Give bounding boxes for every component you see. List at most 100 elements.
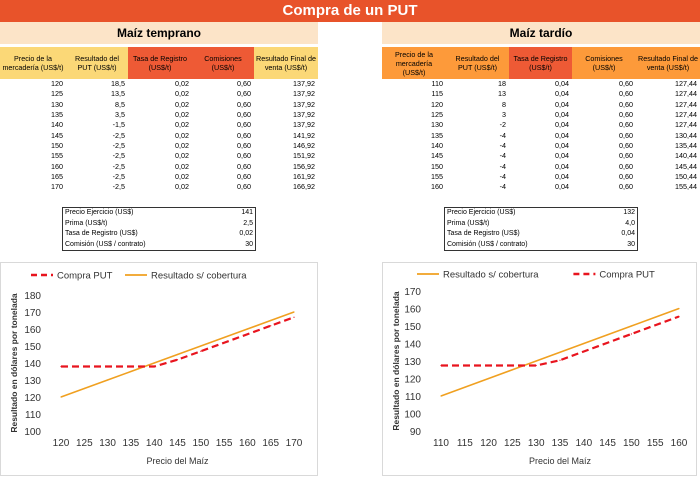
data-point — [293, 311, 295, 313]
table-cell: 8,5 — [115, 99, 125, 109]
data-point — [607, 342, 609, 344]
table-row: 160 -4 0,04 0,60 155,44 — [382, 182, 700, 192]
table-cell: -1,5 — [112, 120, 125, 130]
param-label: Tasa de Registro (US$) — [65, 230, 138, 238]
table-cell: 18 — [498, 79, 506, 89]
table-cell: 0,60 — [237, 130, 251, 140]
table-row: 130 -2 0,04 0,60 127,44 — [382, 120, 700, 130]
left-section-title: Maíz temprano — [0, 22, 318, 44]
column-header: Comisiones (US$/t) — [572, 47, 636, 79]
data-point — [107, 379, 109, 381]
x-tick-label: 135 — [552, 438, 569, 449]
x-tick-label: 160 — [239, 438, 256, 449]
table-cell: 0,04 — [555, 161, 569, 171]
y-tick-label: 100 — [404, 410, 421, 421]
table-cell: -4 — [499, 140, 506, 150]
data-point — [488, 377, 490, 380]
table-cell: -2,5 — [112, 140, 125, 150]
y-tick-label: 160 — [404, 305, 421, 316]
table-cell: 0,02 — [175, 151, 189, 161]
table-cell: 0,04 — [555, 120, 569, 130]
legend-label: Compra PUT — [57, 271, 113, 282]
table-cell: 0,04 — [555, 130, 569, 140]
table-cell: 0,04 — [555, 171, 569, 181]
param-label: Prima (US$/t) — [65, 219, 108, 227]
data-point — [153, 362, 155, 364]
x-tick-label: 155 — [647, 438, 664, 449]
param-row: Comisión (US$ / contrato) 30 — [445, 240, 638, 251]
table-cell: 135 — [431, 130, 443, 140]
series-line-compra-put — [441, 315, 680, 367]
y-tick-label: 150 — [24, 342, 41, 353]
table-cell: 127,44 — [675, 99, 697, 109]
table-cell: 150 — [51, 140, 63, 150]
table-cell: 127,44 — [675, 110, 697, 120]
data-point — [83, 365, 85, 368]
right-data-table: Precio de la mercadería (US$/t) Resultado… — [382, 47, 700, 192]
table-cell: -2 — [499, 120, 506, 130]
right-section-title: Maíz tardío — [382, 22, 700, 44]
page-title: Compra de un PUT — [282, 2, 418, 19]
data-point — [535, 360, 537, 362]
data-point — [130, 370, 132, 373]
table-row: 110 18 0,04 0,60 127,44 — [382, 79, 700, 89]
data-point — [678, 315, 680, 318]
column-header: Resultado Final de venta (US$/t) — [636, 47, 700, 79]
y-tick-label: 170 — [24, 308, 41, 319]
table-cell: -2,5 — [112, 182, 125, 192]
table-cell: 0,60 — [619, 140, 633, 150]
table-cell: 0,60 — [237, 110, 251, 120]
param-value: 132 — [623, 209, 635, 217]
data-point — [535, 364, 537, 367]
table-cell: 0,60 — [237, 171, 251, 181]
table-cell: 0,60 — [237, 79, 251, 89]
column-header: Precio de la mercadería (US$/t) — [0, 47, 66, 79]
table-cell: 0,60 — [619, 99, 633, 109]
data-point — [60, 396, 62, 398]
table-row: 150 -4 0,04 0,60 145,44 — [382, 161, 700, 171]
data-point — [654, 316, 656, 318]
data-point — [488, 364, 490, 367]
table-row: 135 -4 0,04 0,60 130,44 — [382, 130, 700, 140]
table-row: 155 -4 0,04 0,60 150,44 — [382, 172, 700, 182]
column-header: Tasa de Registro (US$/t) — [509, 47, 572, 79]
data-point — [176, 359, 179, 361]
table-cell: -4 — [499, 182, 506, 192]
param-value: 141 — [241, 209, 253, 217]
table-cell: 150,44 — [675, 171, 697, 181]
table-cell: 160 — [51, 161, 63, 171]
data-point — [440, 395, 442, 397]
x-tick-label: 130 — [99, 438, 116, 449]
table-cell: 155 — [51, 151, 63, 161]
data-point — [607, 334, 609, 336]
param-value: 4,0 — [625, 219, 635, 227]
table-row: 160 -2,5 0,02 0,60 156,92 — [0, 161, 318, 171]
data-point — [200, 345, 202, 347]
table-cell: 170 — [51, 182, 63, 192]
x-tick-label: 115 — [457, 438, 473, 449]
table-cell: 0,04 — [555, 182, 569, 192]
data-point — [223, 342, 225, 344]
left-chart: 100 110 120 130 140 150 160 170 180 120 125 130 135 1… — [9, 271, 303, 467]
x-tick-label: 155 — [216, 438, 233, 449]
x-tick-label: 160 — [671, 438, 688, 449]
table-row: 150 -2,5 0,02 0,60 146,92 — [0, 141, 318, 151]
table-cell: 0,02 — [175, 89, 189, 99]
table-cell: -2,5 — [112, 151, 125, 161]
right-params-box: Precio Ejercicio (US$) 132 Prima (US$/t) 4,… — [444, 207, 638, 251]
y-tick-label: 90 — [410, 427, 422, 438]
data-point — [270, 325, 272, 327]
table-cell: 140,44 — [675, 151, 697, 161]
table-cell: 0,60 — [237, 89, 251, 99]
x-tick-label: 120 — [480, 438, 497, 449]
left-params-table: Precio Ejercicio (US$) 141 Prima (US$/t) 2,… — [62, 207, 256, 251]
right-chart: 90 100 110 120 130 140 150 160 170 110 115 120 125 13… — [391, 270, 688, 467]
x-tick-label: 150 — [192, 438, 209, 449]
table-cell: -2,5 — [112, 171, 125, 181]
table-cell: 135,44 — [675, 140, 697, 150]
table-cell: 0,60 — [237, 99, 251, 109]
table-cell: 0,02 — [175, 99, 189, 109]
table-cell: 0,60 — [619, 110, 633, 120]
param-label: Tasa de Registro (US$) — [447, 230, 520, 238]
table-cell: 0,60 — [619, 89, 633, 99]
